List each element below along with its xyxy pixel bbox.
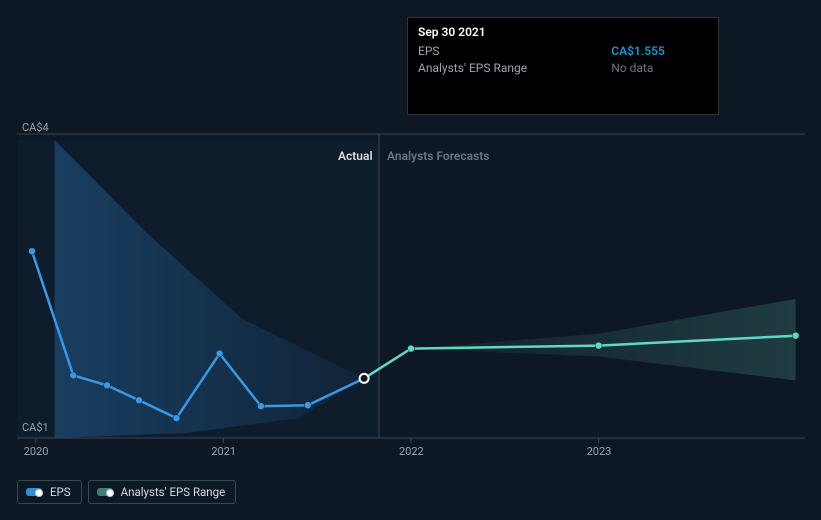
legend-item-range[interactable]: Analysts' EPS Range [88,480,237,504]
legend-swatch-range [97,488,113,496]
x-tick-2022: 2022 [399,445,424,458]
legend-swatch-eps [26,488,42,496]
y-tick-bottom: CA$1 [22,421,49,434]
x-tick-2021: 2021 [211,445,236,458]
x-tick-2020: 2020 [24,445,49,458]
tooltip-label-eps: EPS [418,43,601,60]
tooltip-label-range: Analysts' EPS Range [418,60,601,77]
tooltip-row-range: Analysts' EPS Range No data [418,60,708,77]
x-tick-2023: 2023 [587,445,612,458]
tooltip-row-eps: EPS CA$1.555 [418,43,708,60]
tooltip-value-eps: CA$1.555 [611,44,665,58]
y-tick-top: CA$4 [22,121,49,134]
tooltip-value-range: No data [611,61,653,75]
eps-chart-root: CA$4 CA$1 Actual Analysts Forecasts 2020… [0,0,821,520]
legend-item-eps[interactable]: EPS [17,480,82,504]
region-label-actual: Actual [338,149,373,163]
legend-label-range: Analysts' EPS Range [121,485,226,499]
legend: EPS Analysts' EPS Range [17,480,236,504]
hover-tooltip: Sep 30 2021 EPS CA$1.555 Analysts' EPS R… [407,17,719,115]
region-label-forecast: Analysts Forecasts [387,149,489,163]
tooltip-table: EPS CA$1.555 Analysts' EPS Range No data [418,43,708,77]
legend-label-eps: EPS [50,485,71,499]
tooltip-date: Sep 30 2021 [418,24,708,41]
